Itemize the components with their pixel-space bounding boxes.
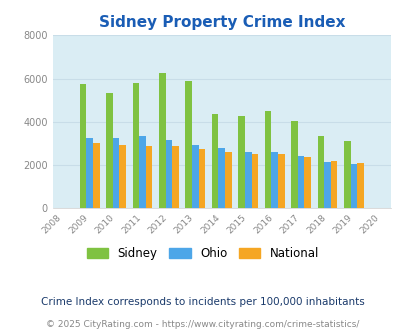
Bar [277,154,284,209]
Bar [290,121,297,209]
Bar [113,138,119,209]
Bar [304,157,310,209]
Bar [224,152,231,209]
Bar [330,161,337,209]
Bar [251,154,258,209]
Bar [132,83,139,209]
Title: Sidney Property Crime Index: Sidney Property Crime Index [98,15,344,30]
Bar [86,138,93,209]
Bar [106,93,113,209]
Bar [185,81,192,209]
Bar [324,162,330,209]
Text: Crime Index corresponds to incidents per 100,000 inhabitants: Crime Index corresponds to incidents per… [41,297,364,307]
Bar [172,146,178,209]
Bar [165,140,172,209]
Bar [238,116,244,209]
Bar [159,73,165,209]
Bar [211,114,218,209]
Bar [198,149,205,209]
Bar [218,148,224,209]
Text: © 2025 CityRating.com - https://www.cityrating.com/crime-statistics/: © 2025 CityRating.com - https://www.city… [46,320,359,329]
Bar [139,136,145,209]
Bar [350,164,356,209]
Bar [192,145,198,209]
Bar [343,141,350,209]
Bar [264,111,271,209]
Bar [93,144,99,209]
Bar [244,152,251,209]
Bar [79,84,86,209]
Bar [271,152,277,209]
Bar [145,146,152,209]
Bar [119,145,126,209]
Bar [297,156,304,209]
Legend: Sidney, Ohio, National: Sidney, Ohio, National [81,242,324,266]
Bar [356,163,363,209]
Bar [317,136,324,209]
